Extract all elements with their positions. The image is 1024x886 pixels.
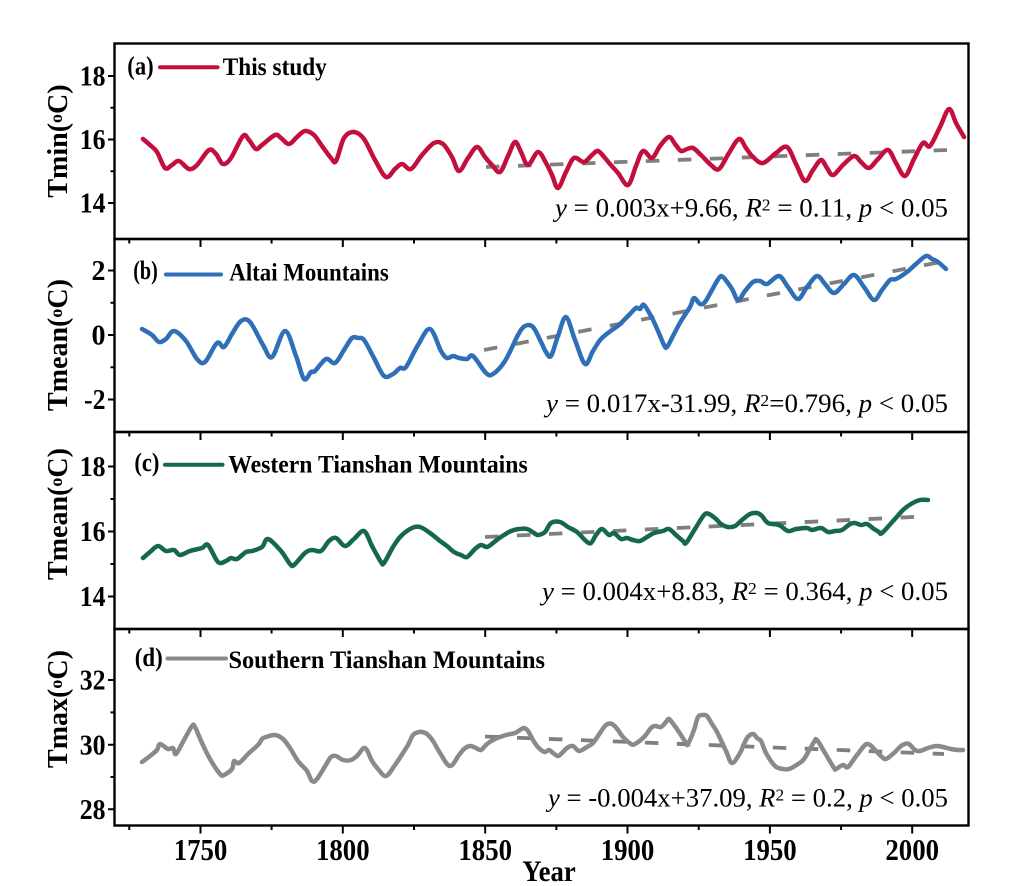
svg-text:1850: 1850: [458, 832, 512, 867]
svg-text:32: 32: [80, 666, 106, 697]
svg-text:Tmax(oC): Tmax(oC): [43, 650, 74, 768]
svg-text:16: 16: [80, 517, 106, 548]
svg-text:(b): (b): [133, 256, 158, 285]
svg-text:(a): (a): [127, 52, 153, 81]
svg-text:Southern Tianshan Mountains: Southern Tianshan Mountains: [229, 645, 546, 674]
svg-text:y = 0.004x+8.83, R2 = 0.364, p: y = 0.004x+8.83, R2 = 0.364, p < 0.05: [539, 577, 948, 606]
svg-text:y = 0.003x+9.66, R2 = 0.11, p: y = 0.003x+9.66, R2 = 0.11, p < 0.05: [552, 194, 948, 223]
svg-text:2000: 2000: [885, 832, 939, 867]
svg-text:30: 30: [80, 730, 106, 761]
svg-text:y = 0.017x-31.99, R2=0.796, p: y = 0.017x-31.99, R2=0.796, p < 0.05: [543, 389, 948, 418]
svg-text:(d): (d): [135, 643, 163, 672]
svg-text:(c): (c): [134, 448, 159, 477]
svg-text:18: 18: [80, 452, 106, 483]
svg-text:14: 14: [80, 582, 106, 613]
svg-text:Year: Year: [522, 855, 575, 886]
svg-text:1900: 1900: [601, 832, 655, 867]
svg-text:Tmean(oC): Tmean(oC): [43, 448, 74, 580]
svg-text:Tmean(oC): Tmean(oC): [43, 279, 74, 411]
svg-text:y = -0.004x+37.09, R2 = 0.2, p: y = -0.004x+37.09, R2 = 0.2, p < 0.05: [545, 784, 948, 813]
svg-text:1950: 1950: [743, 832, 797, 867]
svg-text:Tmin(oC): Tmin(oC): [43, 84, 74, 197]
svg-text:18: 18: [80, 62, 106, 93]
svg-text:Western Tianshan Mountains: Western Tianshan Mountains: [228, 449, 528, 478]
svg-text:16: 16: [80, 125, 106, 156]
svg-text:-2: -2: [84, 385, 106, 416]
svg-text:14: 14: [80, 189, 106, 220]
svg-text:1750: 1750: [174, 832, 228, 867]
svg-text:2: 2: [92, 256, 106, 287]
svg-text:28: 28: [80, 795, 106, 826]
svg-text:Altai Mountains: Altai Mountains: [229, 258, 389, 287]
svg-text:This study: This study: [223, 52, 327, 81]
svg-text:1800: 1800: [316, 832, 370, 867]
svg-text:0: 0: [92, 321, 106, 352]
